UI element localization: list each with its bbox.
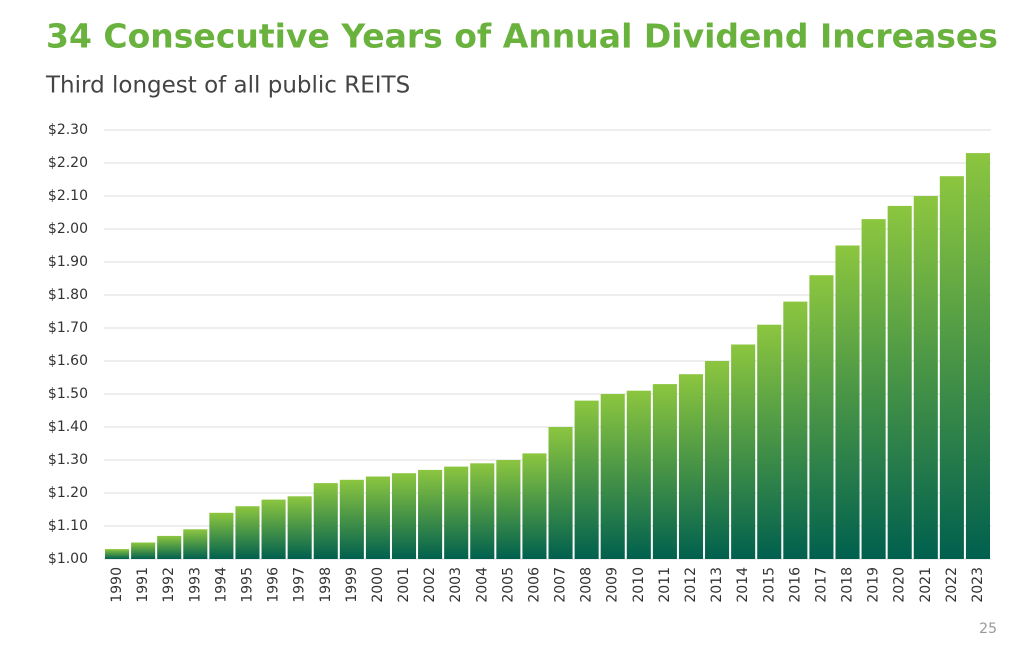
x-tick-label: 1997 [292, 567, 308, 603]
bar [626, 390, 651, 559]
x-tick-label: 1991 [135, 567, 151, 603]
bar [287, 496, 312, 559]
y-tick-label: $2.30 [48, 122, 88, 138]
x-tick-label: 1996 [266, 567, 282, 603]
bar [809, 275, 834, 559]
y-tick-label: $1.90 [48, 254, 88, 270]
bar [783, 301, 808, 559]
bar [235, 506, 260, 559]
y-tick-label: $2.10 [48, 188, 88, 204]
bar [705, 361, 730, 559]
x-tick-label: 2011 [657, 567, 673, 603]
bar [470, 463, 495, 559]
y-tick-label: $1.70 [48, 320, 88, 336]
bar [496, 460, 521, 559]
x-tick-label: 2013 [709, 567, 725, 603]
x-tick-label: 2017 [813, 567, 829, 603]
x-tick-label: 2007 [553, 567, 569, 603]
x-tick-label: 2020 [892, 567, 908, 603]
x-tick-label: 2003 [448, 567, 464, 603]
bar [391, 473, 417, 559]
x-tick-label: 1993 [187, 567, 203, 603]
x-tick-label: 1994 [213, 567, 229, 603]
page-number: 25 [979, 621, 997, 637]
bar [965, 153, 990, 559]
bar [261, 499, 286, 559]
bar [157, 535, 182, 559]
bar [678, 374, 704, 559]
bar [365, 476, 390, 559]
y-tick-label: $1.60 [48, 353, 88, 369]
x-tick-label: 2023 [970, 567, 986, 603]
bar [835, 245, 860, 559]
x-tick-label: 2018 [840, 567, 856, 603]
x-tick-label: 2012 [683, 567, 699, 603]
x-tick-label: 2015 [761, 567, 777, 603]
bar [418, 469, 443, 559]
x-tick-label: 2008 [579, 567, 595, 603]
bar [183, 529, 208, 559]
x-tick-label: 2001 [396, 567, 412, 603]
bar [887, 205, 912, 559]
x-tick-label: 2009 [605, 567, 621, 603]
x-tick-label: 2002 [422, 567, 438, 603]
bar [652, 384, 677, 559]
x-tick-label: 1999 [344, 567, 360, 603]
x-tick-label: 2005 [500, 567, 516, 603]
bar [209, 512, 234, 559]
bar [757, 324, 782, 559]
y-tick-label: $2.20 [48, 155, 88, 171]
x-tick-label: 2010 [631, 567, 647, 603]
x-tick-label: 1998 [318, 567, 334, 603]
x-tick-label: 2022 [944, 567, 960, 603]
y-tick-label: $1.50 [48, 386, 88, 402]
x-tick-label: 2014 [735, 567, 751, 603]
chart-title: 34 Consecutive Years of Annual Dividend … [46, 17, 998, 56]
y-tick-label: $1.40 [48, 419, 88, 435]
bar [939, 176, 964, 559]
x-tick-label: 1992 [161, 567, 177, 603]
x-tick-label: 2000 [370, 567, 386, 603]
x-tick-label: 2006 [526, 567, 542, 603]
bar [339, 479, 364, 559]
chart-subtitle: Third longest of all public REITS [45, 73, 410, 99]
bar [574, 400, 599, 559]
x-tick-label: 2021 [918, 567, 934, 603]
bar [600, 394, 625, 559]
bar [731, 344, 756, 559]
bar [913, 196, 938, 559]
bar [313, 483, 338, 559]
y-tick-label: $1.20 [48, 485, 88, 501]
bar [861, 219, 886, 559]
bar [548, 427, 573, 559]
bar [131, 542, 156, 559]
y-tick-label: $1.10 [48, 518, 88, 534]
bar [522, 453, 547, 559]
bar [105, 549, 130, 559]
y-tick-label: $1.80 [48, 287, 88, 303]
y-tick-label: $1.30 [48, 452, 88, 468]
bar [444, 466, 469, 559]
x-tick-label: 2004 [474, 567, 490, 603]
x-tick-label: 1990 [109, 567, 125, 603]
y-tick-label: $2.00 [48, 221, 88, 237]
y-tick-label: $1.00 [48, 551, 88, 567]
x-tick-label: 1995 [239, 567, 255, 603]
x-tick-label: 2016 [787, 567, 803, 603]
x-tick-label: 2019 [866, 567, 882, 603]
